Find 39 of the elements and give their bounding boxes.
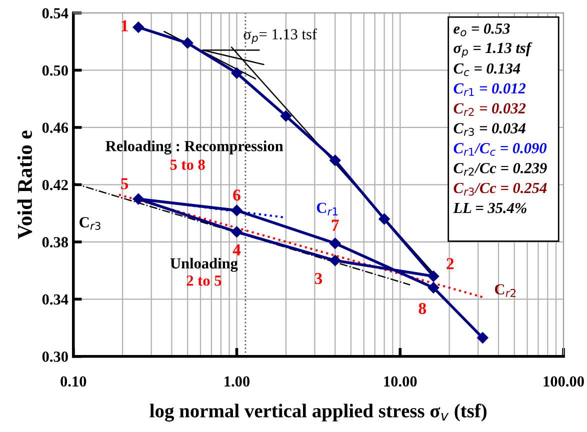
annotation: C$_{r2}$ [494, 284, 516, 297]
y-tick-label: 0.42 [42, 180, 68, 190]
x-tick-label: 10.00 [384, 376, 417, 387]
y-tick-label: 0.38 [42, 237, 68, 248]
x-tick-label: 1.00 [224, 376, 250, 387]
annotation: 3 [314, 272, 322, 284]
x-tick-label: 0.10 [60, 376, 86, 387]
annotation: 4 [232, 244, 241, 256]
annotation: 8 [418, 302, 426, 314]
annotation: 5 to 8 [170, 160, 205, 170]
annotation: 7 [332, 220, 339, 231]
annotation: LL = 35.4% [453, 202, 526, 214]
annotation: e$_{o}$ = 0.53 [454, 24, 510, 36]
annotation: 2 [446, 258, 454, 270]
annotation: C$_{r2}$/Cc = 0.239 [454, 162, 547, 176]
y-tick-label: 0.50 [42, 65, 68, 76]
annotation: C$_{r3}$/Cc = 0.254 [454, 182, 547, 196]
annotation: Unloading [170, 258, 238, 272]
annotation: 2 to 5 [186, 276, 222, 286]
y-axis-title: Void Ratio e [17, 130, 32, 240]
annotation: C$_{r1}$/C$_{c}$ = 0.090 [454, 143, 547, 156]
annotation: 5 [121, 178, 128, 190]
annotation: C$_{r3}$ [80, 217, 100, 230]
annotation: 1 [122, 20, 128, 32]
annotation: σ$_{p}$ = 1.13 tsf [454, 42, 532, 58]
annotation: C$_{r2}$ = 0.032 [454, 103, 526, 116]
annotation: 6 [233, 190, 240, 201]
y-tick-label: 0.30 [42, 352, 68, 362]
y-tick-label: 0.34 [42, 294, 68, 305]
y-tick-label: 0.54 [42, 8, 68, 18]
annotation: σ$_{p}$= 1.13 tsf [244, 28, 318, 44]
x-axis-title: log normal vertical applied stress σ$_{v}$ (tsf) [150, 404, 486, 422]
annotation: C$_{r1}$ [316, 202, 338, 216]
annotation: Reloading : Recompression [106, 140, 284, 154]
x-tick-label: 100.00 [544, 376, 584, 387]
annotation: C$_{c}$ = 0.134 [454, 63, 520, 76]
annotation: C$_{r3}$ = 0.034 [454, 123, 526, 136]
annotation: C$_{r1}$ = 0.012 [454, 83, 526, 96]
y-tick-label: 0.46 [42, 122, 68, 133]
